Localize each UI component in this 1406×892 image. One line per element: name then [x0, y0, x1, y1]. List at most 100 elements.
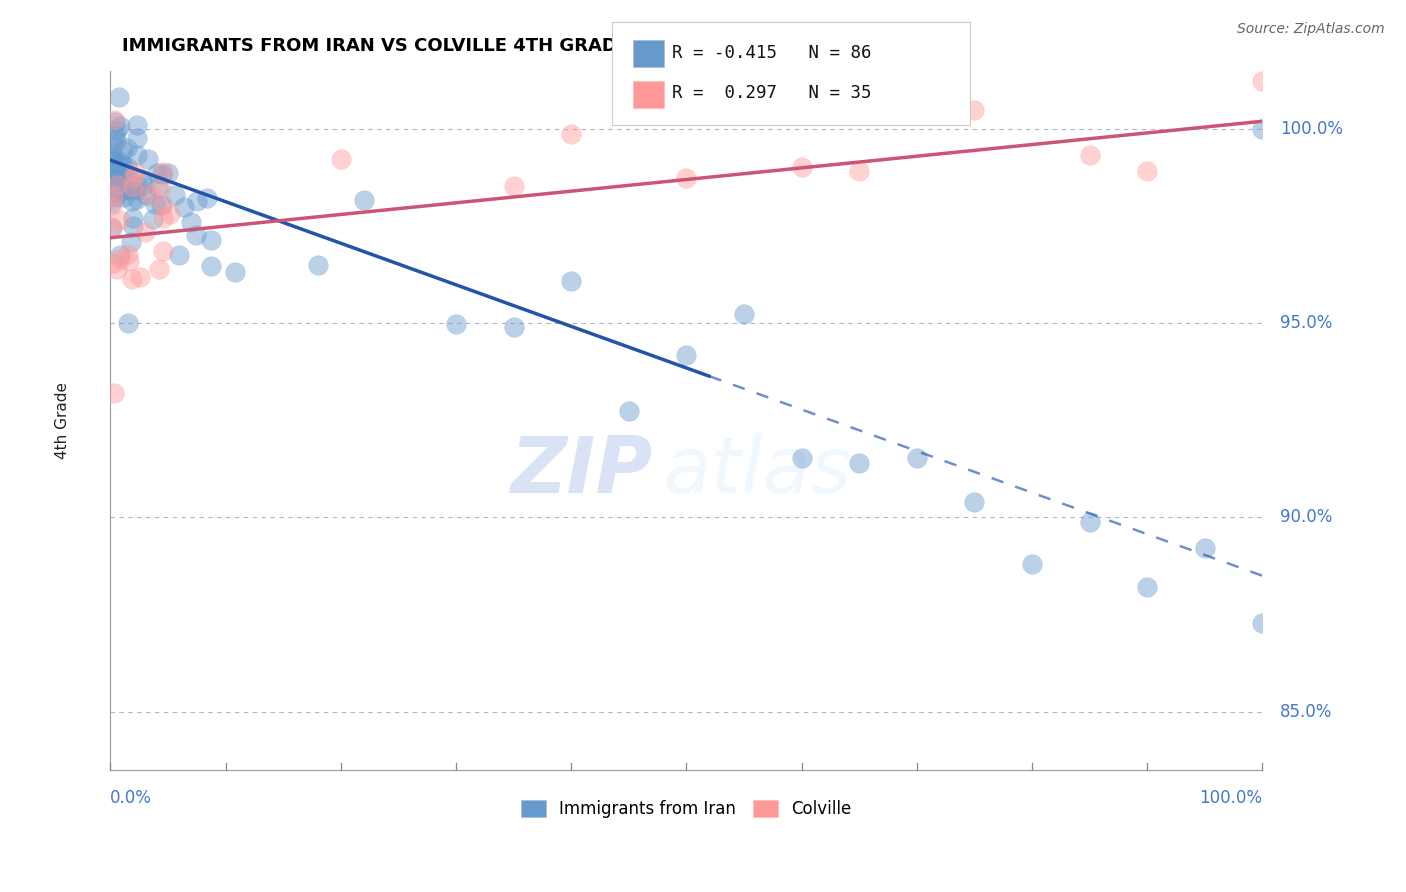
Point	[105, 167, 128, 181]
Point	[200, 260, 222, 274]
Text: 4th Grade: 4th Grade	[55, 382, 70, 458]
Point	[560, 127, 582, 141]
Text: 0.0%: 0.0%	[110, 789, 152, 807]
Point	[115, 141, 138, 155]
Point	[184, 228, 207, 243]
Point	[104, 190, 127, 204]
Point	[105, 178, 128, 192]
Point	[121, 271, 143, 285]
Point	[180, 215, 202, 229]
Point	[1078, 148, 1101, 162]
Text: Source: ZipAtlas.com: Source: ZipAtlas.com	[1237, 22, 1385, 37]
Point	[105, 167, 128, 181]
Point	[103, 146, 125, 161]
Point	[101, 154, 124, 169]
Text: 100.0%: 100.0%	[1279, 120, 1343, 138]
Point	[108, 90, 131, 104]
Point	[1136, 580, 1159, 594]
Point	[101, 187, 124, 202]
Point	[120, 235, 142, 250]
Point	[100, 151, 122, 165]
Point	[963, 495, 986, 509]
Point	[100, 220, 122, 235]
Point	[152, 165, 174, 179]
Point	[112, 159, 135, 173]
Point	[560, 274, 582, 288]
Point	[444, 317, 467, 331]
Point	[101, 189, 124, 203]
Point	[329, 152, 352, 166]
Point	[148, 261, 170, 276]
Point	[963, 103, 986, 117]
Point	[104, 180, 127, 194]
Point	[111, 169, 134, 183]
Point	[152, 211, 174, 225]
Point	[134, 225, 156, 239]
Point	[112, 190, 135, 204]
Point	[108, 168, 131, 182]
Point	[159, 207, 181, 221]
Text: IMMIGRANTS FROM IRAN VS COLVILLE 4TH GRADE CORRELATION CHART: IMMIGRANTS FROM IRAN VS COLVILLE 4TH GRA…	[122, 37, 851, 55]
Point	[848, 456, 870, 470]
Point	[103, 185, 125, 199]
Point	[117, 316, 139, 330]
Point	[150, 167, 173, 181]
Point	[100, 221, 122, 235]
Point	[617, 404, 640, 418]
Point	[790, 160, 813, 174]
Point	[790, 451, 813, 466]
Point	[110, 248, 132, 262]
Point	[1021, 557, 1043, 571]
Text: atlas: atlas	[664, 433, 851, 508]
Text: R =  0.297   N = 35: R = 0.297 N = 35	[672, 84, 872, 103]
Point	[103, 112, 125, 127]
Point	[165, 187, 187, 202]
Text: R = -0.415   N = 86: R = -0.415 N = 86	[672, 44, 872, 62]
Point	[124, 165, 146, 179]
Point	[1251, 122, 1274, 136]
Point	[135, 188, 157, 202]
Text: ZIP: ZIP	[509, 433, 652, 508]
Point	[143, 197, 166, 211]
Point	[142, 211, 165, 226]
Point	[169, 248, 191, 262]
Point	[117, 246, 139, 260]
Point	[108, 252, 131, 266]
Point	[675, 171, 697, 186]
Point	[146, 179, 169, 194]
Point	[122, 180, 145, 194]
Point	[131, 171, 153, 186]
Point	[101, 198, 124, 212]
Point	[307, 258, 329, 272]
Point	[101, 137, 124, 152]
Point	[136, 152, 159, 166]
Point	[105, 178, 128, 192]
Point	[675, 348, 697, 362]
Point	[121, 211, 143, 225]
Point	[105, 123, 128, 137]
Point	[100, 195, 122, 210]
Legend: Immigrants from Iran, Colville: Immigrants from Iran, Colville	[515, 793, 858, 824]
Point	[127, 178, 149, 193]
Point	[197, 191, 219, 205]
Point	[1251, 616, 1274, 631]
Point	[1136, 164, 1159, 178]
Point	[118, 183, 141, 197]
Point	[101, 152, 124, 166]
Point	[103, 386, 125, 401]
Point	[224, 265, 246, 279]
Point	[105, 133, 128, 147]
Point	[105, 262, 128, 277]
Point	[353, 193, 375, 207]
Point	[122, 169, 145, 184]
Point	[122, 219, 145, 233]
Point	[848, 164, 870, 178]
Point	[110, 167, 132, 181]
Text: 85.0%: 85.0%	[1279, 703, 1331, 721]
Point	[110, 212, 132, 227]
Point	[127, 131, 149, 145]
Point	[114, 168, 136, 182]
Point	[110, 119, 132, 133]
Point	[502, 179, 524, 194]
Point	[104, 128, 127, 142]
